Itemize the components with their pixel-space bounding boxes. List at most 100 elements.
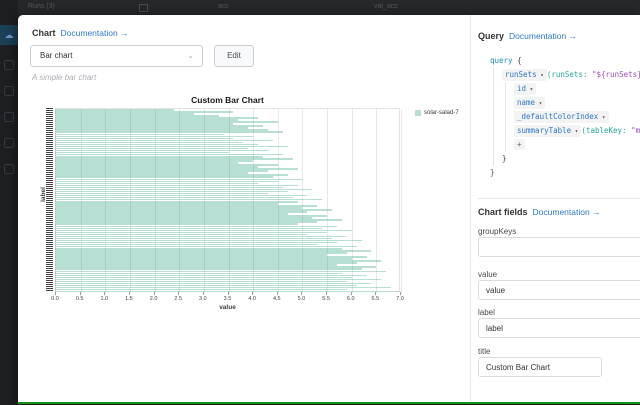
bar: [56, 111, 234, 113]
query-documentation-link[interactable]: Documentation →: [509, 31, 578, 41]
groupkeys-label: groupKeys: [478, 227, 517, 236]
bar: [56, 235, 347, 238]
groupkeys-input[interactable]: [478, 237, 640, 257]
x-tick-label: 2.0: [149, 296, 158, 302]
label-input[interactable]: [478, 318, 640, 338]
label-label: label: [478, 308, 495, 317]
bar: [56, 223, 298, 225]
bar: [56, 147, 249, 150]
x-tick-mark: [326, 292, 328, 295]
y-axis-labels: [46, 108, 53, 292]
code-field-chip[interactable]: summaryTable ▾: [514, 125, 582, 137]
x-axis: 0.0 0.5 1.0 1.5 2.0 2.5 3.0 3.5 4.0 4.5 5.0 5.5 6.0 6…: [51, 292, 404, 302]
background-top-bar: Runs (3) acc val_acc: [0, 0, 640, 15]
chart-type-select[interactable]: Bar chart ⌄: [30, 45, 203, 67]
bar: [56, 258, 352, 260]
sidebar-sweep-icon[interactable]: [4, 112, 14, 122]
bar: [56, 250, 372, 252]
sidebar-table-icon[interactable]: [4, 164, 14, 174]
x-tick-mark: [301, 292, 303, 295]
bar: [56, 203, 278, 205]
plot-area: [55, 108, 402, 293]
x-tick-mark: [400, 292, 401, 295]
x-tick-label: 3.5: [223, 296, 232, 302]
x-axis-title: value: [219, 304, 236, 311]
x-tick-label: 6.0: [346, 296, 355, 302]
query-section-title: Query: [478, 31, 505, 41]
sidebar-chart-icon[interactable]: [4, 86, 14, 96]
chart-section-header: Chart Documentation →: [32, 28, 129, 38]
gridline: [401, 109, 402, 293]
background-panel-title-acc: acc: [218, 3, 229, 10]
bar: [56, 248, 342, 250]
bar: [56, 145, 288, 148]
bar: [56, 221, 318, 223]
bar: [56, 194, 308, 197]
x-tick-mark: [128, 292, 130, 295]
x-tick-label: 5.0: [297, 296, 306, 302]
code-line: +: [490, 138, 640, 152]
x-tick-mark: [276, 292, 278, 295]
bar: [56, 243, 318, 246]
bar: [56, 166, 259, 168]
bar: [56, 266, 377, 268]
bar: [56, 158, 293, 160]
code-field-chip[interactable]: id ▾: [514, 83, 537, 95]
chart-documentation-link[interactable]: Documentation →: [60, 28, 129, 38]
bar: [56, 149, 268, 152]
x-tick-label: 6.5: [371, 296, 380, 302]
bar: [56, 276, 352, 279]
x-tick-label: 7.0: [396, 296, 404, 302]
gridline: [351, 109, 353, 293]
chart-editor-modal: Chart Documentation → Bar chart ⌄ Edit A …: [18, 15, 640, 404]
bar: [56, 272, 342, 275]
bar: [56, 160, 254, 162]
bar: [56, 219, 342, 221]
bar: [56, 178, 303, 180]
code-line: id ▾: [490, 82, 640, 96]
sidebar-item-selected[interactable]: ☁: [0, 25, 18, 45]
code-field-chip[interactable]: runSets ▾: [502, 69, 547, 81]
bar: [56, 153, 283, 156]
bar: [56, 239, 362, 242]
x-tick-mark: [104, 292, 106, 295]
title-input[interactable]: [478, 357, 602, 377]
bar: [56, 133, 224, 136]
value-input[interactable]: [478, 280, 640, 300]
gridline: [80, 109, 82, 293]
bar: [56, 282, 372, 285]
bar: [56, 184, 298, 187]
gridline: [376, 109, 378, 293]
edit-button[interactable]: Edit: [214, 45, 254, 67]
bar: [56, 270, 387, 272]
fields-documentation-link[interactable]: Documentation →: [532, 207, 601, 217]
fields-section-header: Chart fields Documentation →: [478, 207, 601, 217]
bar: [56, 172, 249, 174]
bar: [56, 233, 308, 236]
legend-run-name: solar-salad-7: [424, 110, 459, 116]
background-sidebar: ☁: [0, 0, 18, 405]
bar: [56, 209, 332, 211]
code-line: _defaultColorIndex ▾: [490, 110, 640, 124]
code-field-chip[interactable]: _defaultColorIndex ▾: [514, 111, 609, 123]
query-section-header: Query Documentation →: [478, 31, 577, 41]
bar: [56, 162, 239, 164]
bar: [56, 192, 268, 195]
bar: [56, 168, 298, 170]
code-field-chip[interactable]: name ▾: [514, 97, 546, 109]
code-field-chip[interactable]: +: [514, 139, 525, 150]
bar: [56, 109, 175, 111]
bar: [56, 125, 263, 127]
bar: [56, 141, 244, 144]
chart-section-title: Chart: [32, 28, 56, 38]
gridline: [203, 109, 205, 293]
runs-count-label: Runs (3): [28, 3, 55, 10]
x-tick-label: 0.0: [51, 296, 59, 302]
sidebar-grid-icon[interactable]: [4, 60, 14, 70]
sidebar-artifacts-icon[interactable]: [4, 138, 14, 148]
gridline: [253, 109, 255, 293]
bar: [56, 264, 337, 266]
legend: solar-salad-7: [415, 110, 459, 116]
x-tick-label: 2.5: [174, 296, 183, 302]
